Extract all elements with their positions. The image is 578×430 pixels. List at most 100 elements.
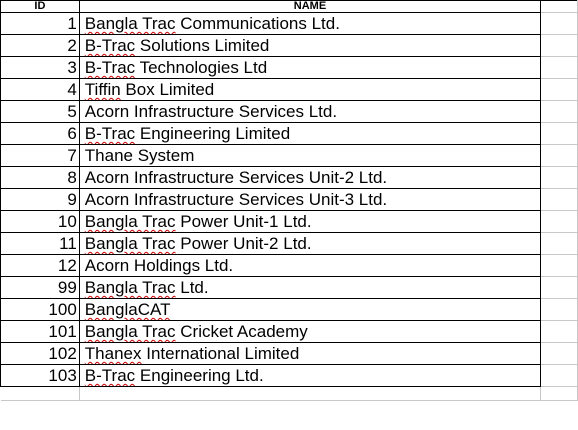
id-cell[interactable]: 100 — [0, 298, 80, 321]
empty-cell[interactable] — [540, 78, 578, 101]
id-cell[interactable]: 7 — [0, 144, 80, 167]
name-cell[interactable]: Acorn Infrastructure Services Ltd. — [79, 100, 542, 123]
id-cell[interactable]: 103 — [0, 364, 80, 387]
name-cell[interactable]: Bangla Trac Cricket Academy — [79, 320, 542, 343]
name-cell[interactable]: Tiffin Box Limited — [79, 78, 542, 101]
name-cell[interactable]: B-Trac Solutions Limited — [79, 34, 542, 57]
empty-cell[interactable] — [540, 34, 578, 57]
misspelled-word: Bangla Trac — [84, 322, 176, 341]
id-cell[interactable]: 3 — [0, 56, 80, 79]
misspelled-word: Tiffin — [84, 80, 121, 99]
empty-cell[interactable] — [540, 12, 578, 35]
misspelled-word: Bangla Trac — [84, 234, 176, 253]
id-cell[interactable]: 102 — [0, 342, 80, 365]
name-cell[interactable]: Acorn Infrastructure Services Unit-3 Ltd… — [79, 188, 542, 211]
empty-cell[interactable] — [540, 342, 578, 365]
table-row: 5 Acorn Infrastructure Services Ltd. — [0, 100, 578, 123]
id-cell[interactable]: 1 — [0, 12, 80, 35]
name-cell[interactable]: BanglaCAT — [79, 298, 542, 321]
empty-cell[interactable] — [540, 56, 578, 79]
empty-cell[interactable] — [540, 122, 578, 145]
cell-text: Technologies Ltd — [135, 58, 268, 77]
table-row: 103 B-Trac Engineering Ltd. — [0, 364, 578, 387]
id-cell[interactable]: 6 — [0, 122, 80, 145]
empty-cell[interactable] — [540, 364, 578, 387]
name-cell[interactable]: Bangla Trac Communications Ltd. — [79, 12, 542, 35]
empty-cell[interactable] — [540, 166, 578, 189]
table-row: 1 Bangla Trac Communications Ltd. — [0, 12, 578, 35]
empty-cell[interactable] — [540, 100, 578, 123]
cell-text: Communications Ltd. — [175, 14, 340, 33]
empty-cell[interactable] — [540, 144, 578, 167]
header-cell-name[interactable]: NAME — [79, 0, 542, 13]
name-cell[interactable]: Bangla Trac Power Unit-1 Ltd. — [79, 210, 542, 233]
empty-cell[interactable] — [540, 188, 578, 211]
name-cell[interactable]: Bangla Trac Power Unit-2 Ltd. — [79, 232, 542, 255]
empty-cell[interactable] — [540, 276, 578, 299]
cell-text: Power Unit-1 Ltd. — [175, 212, 312, 231]
name-cell[interactable]: Thane System — [79, 144, 542, 167]
cell-text: Thane System — [84, 146, 195, 165]
id-cell[interactable]: 4 — [0, 78, 80, 101]
header-row: ID NAME — [0, 0, 578, 13]
id-cell[interactable]: 101 — [0, 320, 80, 343]
cell-text: Box Limited — [120, 80, 215, 99]
empty-cell[interactable] — [540, 386, 578, 401]
table-row: 102 Thanex International Limited — [0, 342, 578, 365]
misspelled-word: Bangla Trac — [84, 212, 176, 231]
table-row: 3 B-Trac Technologies Ltd — [0, 56, 578, 79]
empty-cell[interactable] — [540, 210, 578, 233]
cell-text: Acorn Holdings Ltd. — [84, 256, 234, 275]
empty-cell[interactable] — [540, 320, 578, 343]
table-row: 8 Acorn Infrastructure Services Unit-2 Lt… — [0, 166, 578, 189]
id-cell[interactable]: 10 — [0, 210, 80, 233]
table-row: 4 Tiffin Box Limited — [0, 78, 578, 101]
table-row: 2 B-Trac Solutions Limited — [0, 34, 578, 57]
misspelled-word: B-Trac — [84, 124, 136, 143]
id-cell[interactable]: 12 — [0, 254, 80, 277]
id-cell[interactable]: 2 — [0, 34, 80, 57]
cell-text: Acorn Infrastructure Services Unit-2 Ltd… — [84, 168, 388, 187]
name-cell[interactable]: B-Trac Engineering Limited — [79, 122, 542, 145]
table-row: 9 Acorn Infrastructure Services Unit-3 Lt… — [0, 188, 578, 211]
cell-text: Engineering Limited — [135, 124, 291, 143]
id-cell[interactable]: 9 — [0, 188, 80, 211]
name-cell[interactable]: Acorn Infrastructure Services Unit-2 Ltd… — [79, 166, 542, 189]
data-table: ID NAME 1 Bangla Trac Communications Ltd.… — [0, 0, 578, 401]
name-cell[interactable]: B-Trac Technologies Ltd — [79, 56, 542, 79]
header-cell-id[interactable]: ID — [0, 0, 80, 13]
name-cell[interactable]: Bangla Trac Ltd. — [79, 276, 542, 299]
cell-text: Power Unit-2 Ltd. — [175, 234, 312, 253]
name-cell[interactable]: Thanex International Limited — [79, 342, 542, 365]
table-row: 6 B-Trac Engineering Limited — [0, 122, 578, 145]
empty-cell[interactable] — [540, 254, 578, 277]
table-row: 101 Bangla Trac Cricket Academy — [0, 320, 578, 343]
cell-text: Acorn Infrastructure Services Unit-3 Ltd… — [84, 190, 388, 209]
misspelled-word: B-Trac — [84, 366, 136, 385]
misspelled-word: B-Trac — [84, 58, 136, 77]
id-cell[interactable]: 99 — [0, 276, 80, 299]
name-cell[interactable]: B-Trac Engineering Ltd. — [79, 364, 542, 387]
table-row: 10 Bangla Trac Power Unit-1 Ltd. — [0, 210, 578, 233]
cell-text: Solutions Limited — [135, 36, 270, 55]
id-cell[interactable]: 8 — [0, 166, 80, 189]
id-cell[interactable]: 5 — [0, 100, 80, 123]
empty-cell[interactable] — [540, 298, 578, 321]
name-cell[interactable]: Acorn Holdings Ltd. — [79, 254, 542, 277]
table-row: 7 Thane System — [0, 144, 578, 167]
cell-text: Engineering Ltd. — [135, 366, 264, 385]
empty-cell[interactable] — [79, 386, 542, 401]
table-row: 11 Bangla Trac Power Unit-2 Ltd. — [0, 232, 578, 255]
table-row: 99 Bangla Trac Ltd. — [0, 276, 578, 299]
misspelled-word: Bangla Trac — [84, 14, 176, 33]
cell-text: Cricket Academy — [175, 322, 308, 341]
cell-text: Ltd. — [175, 278, 209, 297]
cell-text: International Limited — [141, 344, 300, 363]
empty-cell[interactable] — [540, 0, 578, 13]
cell-text: Acorn Infrastructure Services Ltd. — [84, 102, 338, 121]
misspelled-word: B-Trac — [84, 36, 136, 55]
id-cell[interactable]: 11 — [0, 232, 80, 255]
empty-cell[interactable] — [540, 232, 578, 255]
table-row: 12 Acorn Holdings Ltd. — [0, 254, 578, 277]
empty-cell[interactable] — [0, 386, 80, 401]
